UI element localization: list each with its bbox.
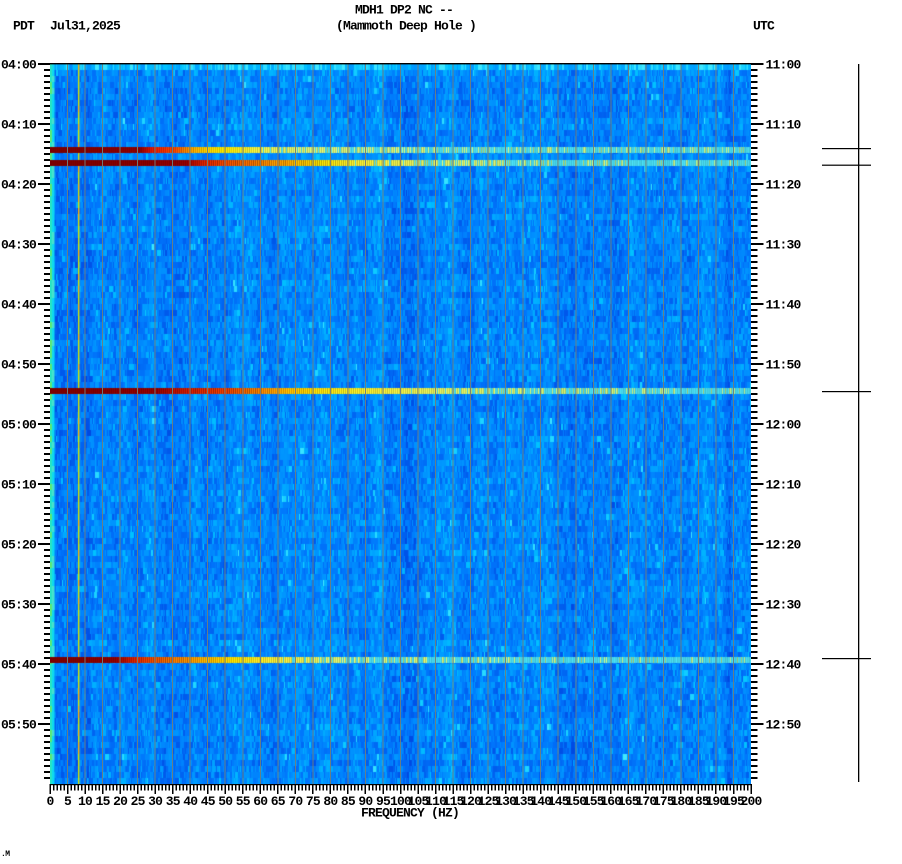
svg-text:160: 160	[600, 794, 622, 809]
svg-text:11:10: 11:10	[766, 117, 802, 132]
svg-text:30: 30	[148, 794, 163, 809]
svg-text:105: 105	[407, 794, 429, 809]
svg-text:90: 90	[358, 794, 373, 809]
svg-text:110: 110	[425, 794, 447, 809]
svg-text:04:10: 04:10	[1, 117, 37, 132]
svg-text:12:30: 12:30	[766, 597, 802, 612]
svg-text:10: 10	[78, 794, 93, 809]
svg-text:155: 155	[583, 794, 605, 809]
svg-text:165: 165	[618, 794, 640, 809]
svg-text:40: 40	[183, 794, 198, 809]
svg-text:05:50: 05:50	[1, 717, 37, 732]
svg-text:05:30: 05:30	[1, 597, 37, 612]
svg-text:25: 25	[131, 794, 146, 809]
svg-text:.M: .M	[1, 850, 10, 859]
svg-text:12:00: 12:00	[766, 417, 802, 432]
svg-text:145: 145	[548, 794, 570, 809]
svg-text:Jul31,2025: Jul31,2025	[50, 19, 121, 34]
svg-text:185: 185	[688, 794, 710, 809]
svg-text:12:50: 12:50	[766, 717, 802, 732]
svg-text:5: 5	[64, 794, 72, 809]
svg-text:20: 20	[113, 794, 128, 809]
svg-text:12:20: 12:20	[766, 537, 802, 552]
svg-text:95: 95	[376, 794, 391, 809]
svg-text:200: 200	[740, 794, 762, 809]
svg-text:35: 35	[166, 794, 181, 809]
svg-text:04:40: 04:40	[1, 297, 37, 312]
svg-text:85: 85	[341, 794, 356, 809]
svg-text:70: 70	[288, 794, 303, 809]
svg-text:04:30: 04:30	[1, 237, 37, 252]
svg-text:0: 0	[46, 794, 54, 809]
svg-text:190: 190	[705, 794, 727, 809]
svg-text:115: 115	[443, 794, 465, 809]
svg-text:(Mammoth Deep Hole ): (Mammoth Deep Hole )	[336, 19, 476, 34]
svg-text:180: 180	[670, 794, 692, 809]
svg-text:75: 75	[306, 794, 321, 809]
svg-text:04:50: 04:50	[1, 357, 37, 372]
svg-text:04:20: 04:20	[1, 177, 37, 192]
svg-text:80: 80	[323, 794, 338, 809]
svg-text:45: 45	[201, 794, 216, 809]
svg-text:11:20: 11:20	[766, 177, 802, 192]
svg-text:50: 50	[218, 794, 233, 809]
svg-text:UTC: UTC	[753, 19, 775, 34]
svg-text:100: 100	[390, 794, 412, 809]
svg-text:15: 15	[96, 794, 111, 809]
svg-text:11:50: 11:50	[766, 357, 802, 372]
svg-text:175: 175	[653, 794, 675, 809]
svg-text:11:30: 11:30	[766, 237, 802, 252]
svg-text:135: 135	[513, 794, 535, 809]
svg-text:60: 60	[253, 794, 268, 809]
svg-text:130: 130	[495, 794, 517, 809]
svg-text:MDH1 DP2 NC --: MDH1 DP2 NC --	[355, 3, 453, 18]
svg-text:140: 140	[530, 794, 552, 809]
svg-text:170: 170	[635, 794, 657, 809]
svg-text:55: 55	[236, 794, 251, 809]
svg-text:125: 125	[478, 794, 500, 809]
svg-text:11:00: 11:00	[766, 57, 802, 72]
svg-text:195: 195	[723, 794, 745, 809]
svg-text:05:10: 05:10	[1, 477, 37, 492]
svg-text:FREQUENCY (HZ): FREQUENCY (HZ)	[361, 806, 459, 821]
svg-text:65: 65	[271, 794, 286, 809]
svg-text:05:00: 05:00	[1, 417, 37, 432]
svg-text:04:00: 04:00	[1, 57, 37, 72]
svg-text:12:10: 12:10	[766, 477, 802, 492]
svg-text:PDT: PDT	[13, 19, 35, 34]
svg-text:05:20: 05:20	[1, 537, 37, 552]
svg-text:150: 150	[565, 794, 587, 809]
svg-text:12:40: 12:40	[766, 657, 802, 672]
svg-text:11:40: 11:40	[766, 297, 802, 312]
svg-text:05:40: 05:40	[1, 657, 37, 672]
svg-text:120: 120	[460, 794, 482, 809]
